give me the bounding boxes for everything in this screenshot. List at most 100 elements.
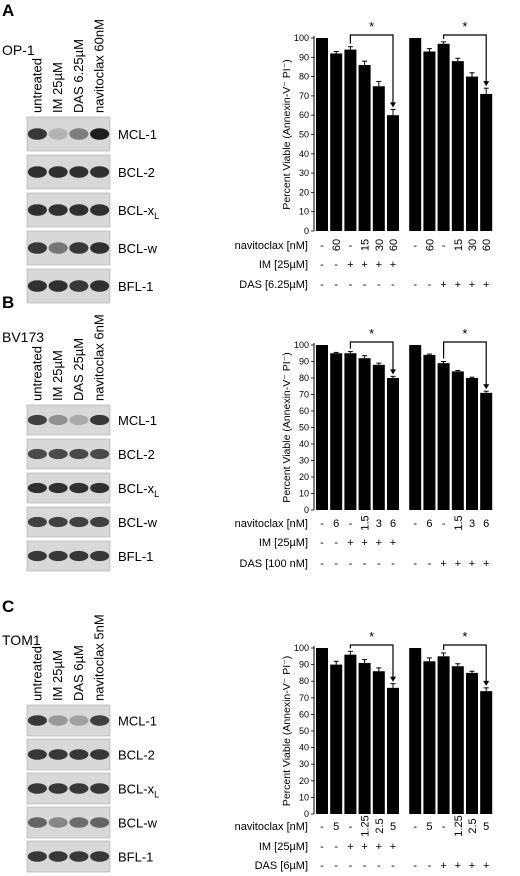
protein-name: BFL-1 <box>118 850 153 865</box>
blot-band <box>69 414 89 426</box>
bar <box>451 371 464 510</box>
condition-value: 1.5 <box>360 515 372 530</box>
condition-value: - <box>334 537 338 549</box>
bracket-arrowhead <box>390 676 396 682</box>
bar <box>372 671 385 814</box>
blot-band <box>27 749 47 760</box>
y-tick-label: 0 <box>304 505 309 515</box>
condition-value: - <box>377 558 381 570</box>
condition-value: - <box>442 821 446 833</box>
condition-value: 6 <box>333 518 339 530</box>
y-tick-label: 100 <box>294 643 309 653</box>
lane-label: untreated <box>29 346 44 401</box>
condition-value: + <box>455 279 461 291</box>
y-tick-label: 60 <box>299 709 309 719</box>
bracket-arrowhead <box>483 680 490 686</box>
blot-band <box>90 128 110 140</box>
condition-value: 60 <box>388 239 400 251</box>
blot-row: BCL-w <box>26 806 158 839</box>
condition-value: - <box>349 279 353 291</box>
condition-value: - <box>334 860 338 872</box>
y-tick-label: 10 <box>299 792 309 802</box>
blot-band <box>48 550 68 562</box>
bar <box>330 53 343 231</box>
blot-row: BFL-1 <box>26 840 153 873</box>
blot-band <box>48 749 68 760</box>
condition-label: navitoclax [nM] <box>235 821 308 833</box>
condition-value: - <box>363 860 367 872</box>
condition-value: + <box>469 558 475 570</box>
y-tick-label: 60 <box>299 110 309 120</box>
condition-value: + <box>390 259 396 271</box>
protein-name: MCL-1 <box>118 714 157 729</box>
blot-band <box>69 280 89 292</box>
significance-bracket <box>443 34 487 86</box>
y-axis-label: Percent Viable (Annexin-V⁻ PI⁻) <box>281 59 293 209</box>
condition-value: 3 <box>376 518 382 530</box>
blot-band <box>69 516 89 528</box>
blot-band <box>48 448 68 460</box>
y-tick-label: 70 <box>299 390 309 400</box>
condition-label: DAS [6.25µM] <box>239 279 308 291</box>
bar <box>466 672 478 814</box>
y-axis-label: Percent Viable (Annexin-V⁻ PI⁻) <box>281 656 293 806</box>
protein-label: BFL-1 <box>118 549 153 564</box>
condition-value: 2.5 <box>374 818 386 833</box>
y-tick-label: 50 <box>299 726 309 736</box>
blot-band <box>69 482 89 494</box>
y-tick-label: 20 <box>299 776 309 786</box>
cell-line-label: OP-1 <box>2 42 35 58</box>
protein-label: BFL-1 <box>118 850 153 865</box>
y-tick-label: 50 <box>299 423 309 433</box>
condition-value: - <box>320 558 324 570</box>
lane-label: IM 25µM <box>50 62 65 113</box>
condition-value: 5 <box>333 821 339 833</box>
protein-label: BCL-xL <box>118 782 159 800</box>
protein-subscript: L <box>154 790 159 800</box>
lane-label: navitoclax 6nM <box>92 314 107 401</box>
bar <box>466 378 478 510</box>
bar <box>387 115 399 231</box>
blot-band <box>90 482 110 494</box>
condition-value: - <box>442 240 446 252</box>
condition-value: 3 <box>469 518 475 530</box>
y-tick-label: 50 <box>299 130 309 140</box>
blot-band <box>27 242 47 254</box>
protein-label: BCL-2 <box>118 748 155 763</box>
condition-value: + <box>361 841 367 853</box>
panel-letter: C <box>2 597 14 616</box>
blot-band <box>48 242 68 254</box>
significance-star: * <box>462 629 467 644</box>
significance-bracket <box>443 644 487 685</box>
condition-value: - <box>320 518 324 530</box>
protein-name: BCL-2 <box>118 447 155 462</box>
condition-value: - <box>442 518 446 530</box>
bar <box>330 664 343 814</box>
bar <box>344 654 357 814</box>
protein-label: MCL-1 <box>118 413 157 428</box>
blot-band <box>27 851 47 862</box>
bar <box>316 648 328 814</box>
significance-star: * <box>369 629 374 644</box>
blot-row: BCL-w <box>26 230 158 266</box>
condition-value: + <box>455 558 461 570</box>
blot-band <box>27 516 47 528</box>
condition-value: + <box>469 860 475 872</box>
y-tick-label: 10 <box>299 207 309 217</box>
condition-value: - <box>334 841 338 853</box>
blot-band <box>27 128 47 140</box>
blot-row: BFL-1 <box>26 540 153 572</box>
protein-name: BFL-1 <box>118 279 153 294</box>
condition-value: + <box>376 841 382 853</box>
condition-value: - <box>320 259 324 271</box>
condition-value: 5 <box>483 821 489 833</box>
bar <box>344 353 357 510</box>
condition-value: 6 <box>390 518 396 530</box>
protein-name: BFL-1 <box>118 549 153 564</box>
blot-row: MCL-1 <box>26 404 157 436</box>
condition-value: - <box>391 279 395 291</box>
condition-value: + <box>347 259 353 271</box>
